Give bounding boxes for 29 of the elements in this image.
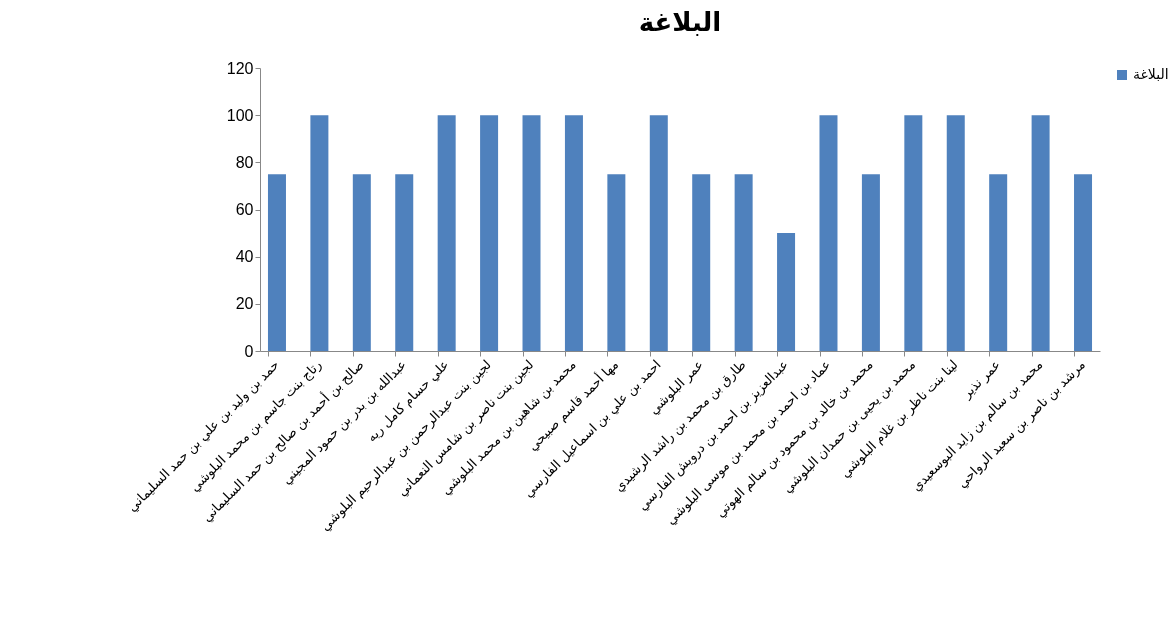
chart-title: البلاغة: [638, 7, 722, 37]
bar: [437, 115, 456, 351]
y-tick-label: 0: [244, 342, 254, 360]
bar: [395, 174, 414, 351]
bar: [861, 174, 880, 351]
bar: [1074, 174, 1093, 351]
y-tick-label: 60: [235, 201, 254, 218]
bar: [352, 174, 371, 351]
bar: [649, 115, 668, 351]
bar: [734, 174, 753, 351]
y-tick-label: 120: [226, 59, 254, 77]
bar: [819, 115, 838, 351]
bar: [480, 115, 499, 351]
bar: [904, 115, 923, 351]
bar: [267, 174, 286, 351]
bar: [310, 115, 329, 351]
y-tick-label: 20: [235, 295, 254, 313]
bar: [989, 174, 1008, 351]
bar: [777, 233, 796, 351]
bar: [692, 174, 711, 351]
bar: [1031, 115, 1050, 351]
bar: [607, 174, 626, 351]
y-tick-label: 40: [235, 248, 254, 266]
bar: [946, 115, 965, 351]
bar: [564, 115, 583, 351]
legend-label: البلاغة: [1133, 66, 1169, 82]
y-tick-label: 80: [235, 153, 254, 171]
y-tick-label: 100: [226, 106, 254, 124]
bar: [522, 115, 541, 351]
